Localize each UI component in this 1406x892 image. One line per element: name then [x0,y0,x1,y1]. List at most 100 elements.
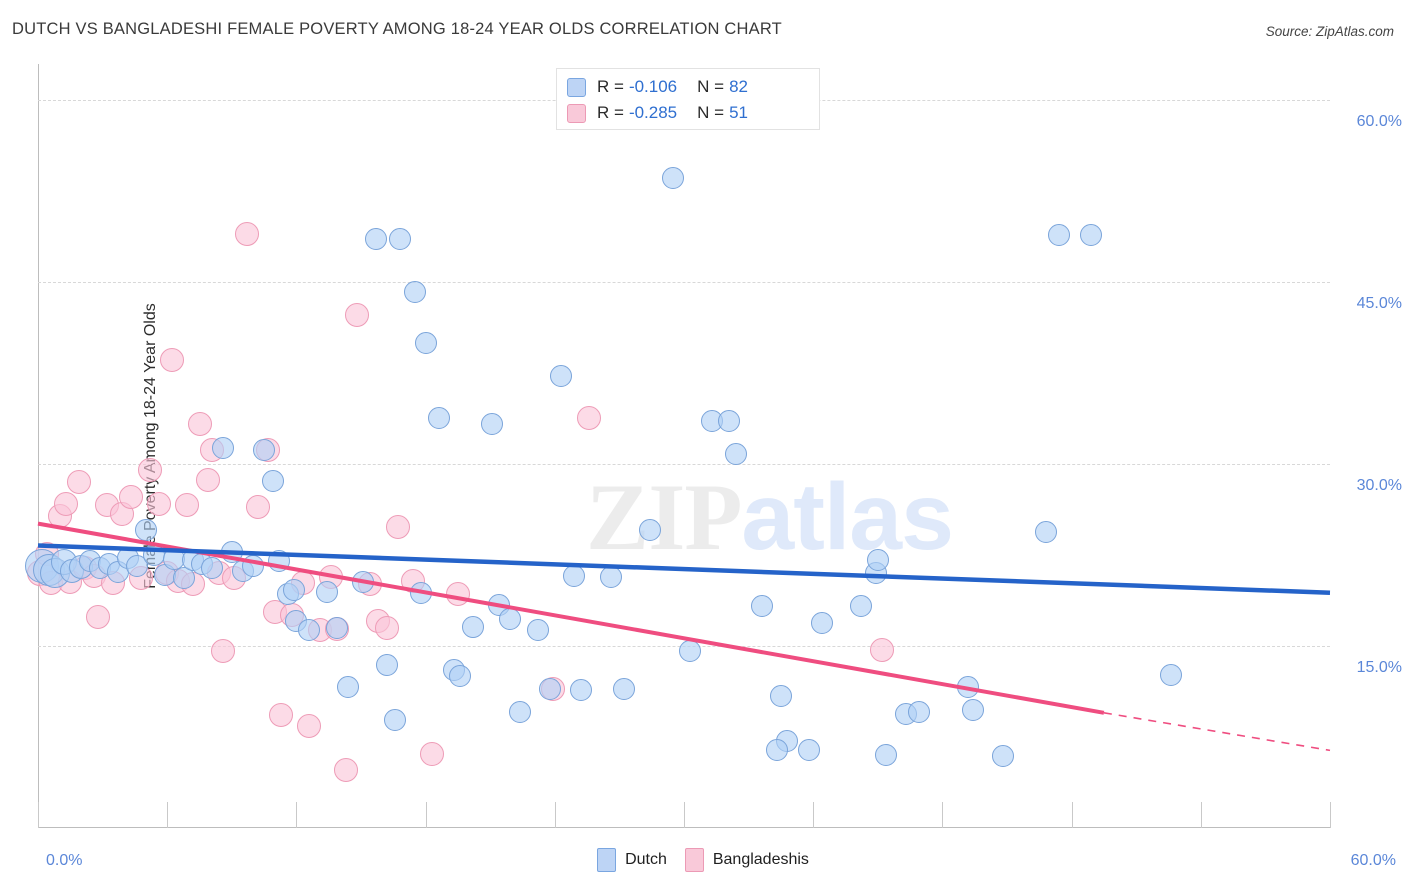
trend-lines [37,521,1331,752]
data-point-bangladeshis [269,703,294,728]
data-point-bangladeshis [146,492,171,517]
data-point-dutch [414,331,437,354]
data-point-dutch [481,413,504,436]
data-point-dutch [134,518,157,541]
data-point-bangladeshis [53,492,78,517]
data-point-dutch [718,409,741,432]
bangladeshis-trend-line-extrapolated [1103,712,1331,752]
data-point-bangladeshis [211,638,236,663]
dutch-n-label: N = [697,77,725,96]
dutch-trend-line [37,543,1331,595]
dutch-swatch-icon [567,77,586,97]
x-axis-tick [813,802,815,828]
data-point-bangladeshis [118,484,143,509]
x-axis-max-label: 60.0% [1350,852,1396,869]
data-point-bangladeshis [187,412,212,437]
dutch-legend-swatch-icon [597,848,617,872]
data-point-dutch [1079,223,1102,246]
legend-item-dutch[interactable]: Dutch [597,848,667,872]
data-point-dutch [662,166,685,189]
data-point-dutch [866,548,889,571]
bangladeshis-r-value: -0.285 [628,103,678,122]
x-axis-tick [684,802,685,828]
dutch-r-label: R = [597,77,624,96]
bangladeshis-swatch-icon [567,103,586,123]
data-point-dutch [1047,223,1070,246]
data-point-dutch [201,557,224,580]
y-axis-tick-label: 60.0% [1356,113,1402,131]
data-point-dutch [427,407,450,430]
data-point-bangladeshis [245,494,270,519]
x-axis-tick [167,802,169,828]
dutch-legend-label: Dutch [625,851,667,868]
bangladeshis-n-value: 51 [729,103,748,122]
stat-row-bangladeshis: R = -0.285 N = 51 [567,100,809,126]
data-point-dutch [326,616,349,639]
data-point-dutch [569,678,592,701]
data-point-bangladeshis [66,470,91,495]
data-point-bangladeshis [577,406,602,431]
data-point-bangladeshis [344,303,369,328]
data-point-dutch [449,665,472,688]
data-point-bangladeshis [445,581,470,606]
bangladeshis-legend-swatch-icon [684,848,704,872]
data-point-dutch [750,595,773,618]
data-point-bangladeshis [333,757,358,782]
x-axis-tick [1071,802,1073,828]
data-point-dutch [509,700,532,723]
data-point-dutch [526,619,549,642]
source-attribution: Source: ZipAtlas.com [1265,24,1394,39]
data-point-dutch [384,709,407,732]
dutch-n-value: 82 [729,77,748,96]
data-point-dutch [388,227,411,250]
data-point-dutch [1034,521,1057,544]
x-axis-tick [942,802,944,828]
y-axis-tick-label: 30.0% [1356,477,1402,495]
data-point-dutch [261,470,284,493]
data-point-dutch [212,437,235,460]
x-axis-tick [1330,802,1331,828]
correlation-stats-box: R = -0.106 N = 82 R = -0.285 N = 51 [556,68,820,130]
stat-row-dutch: R = -0.106 N = 82 [567,74,809,100]
data-point-dutch [461,615,484,638]
data-point-dutch [765,739,788,762]
bangladeshis-r-label: R = [597,103,624,122]
gridline [38,464,1330,466]
data-point-dutch [283,579,306,602]
data-point-bangladeshis [196,467,221,492]
bangladeshis-legend-label: Bangladeshis [712,851,809,868]
data-point-dutch [315,580,338,603]
plot-area: ZIPatlas [25,64,1331,828]
data-point-dutch [797,739,820,762]
dutch-r-value: -0.106 [628,77,678,96]
data-point-bangladeshis [137,458,162,483]
data-point-bangladeshis [870,637,895,662]
data-point-bangladeshis [385,515,410,540]
data-point-bangladeshis [297,714,322,739]
data-point-dutch [298,619,321,642]
data-point-dutch [638,518,661,541]
data-point-dutch [612,677,635,700]
data-point-dutch [849,595,872,618]
legend-item-bangladeshis[interactable]: Bangladeshis [684,848,809,872]
bangladeshis-trend-line [37,521,1105,715]
data-point-bangladeshis [374,615,399,640]
data-point-bangladeshis [174,493,199,518]
y-axis-line [38,64,39,828]
data-point-bangladeshis [234,221,259,246]
x-axis-tick [554,802,556,828]
x-axis-tick [425,802,427,828]
data-point-dutch [375,654,398,677]
data-point-dutch [403,280,426,303]
data-point-dutch [724,443,747,466]
data-point-dutch [253,438,276,461]
data-point-dutch [991,745,1014,768]
data-point-dutch [365,227,388,250]
bangladeshis-n-label: N = [697,103,725,122]
data-point-bangladeshis [420,742,445,767]
data-point-dutch [550,364,573,387]
data-point-bangladeshis [86,604,111,629]
data-point-dutch [875,744,898,767]
data-point-dutch [769,684,792,707]
